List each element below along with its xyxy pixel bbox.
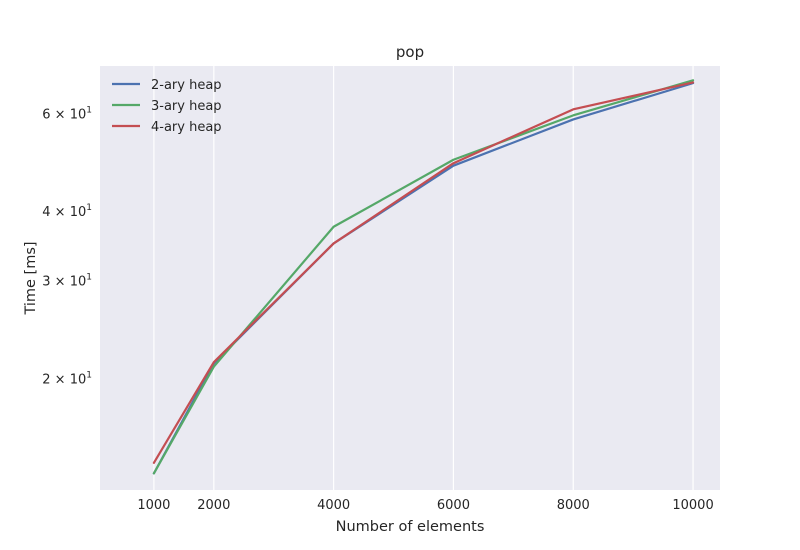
y-tick-label: 3 × 101 (42, 273, 92, 290)
x-tick-label: 1000 (137, 498, 170, 513)
x-axis: 1000 2000 4000 6000 8000 10000 (137, 498, 713, 513)
y-axis: 2 × 101 3 × 101 4 × 101 6 × 101 (42, 105, 92, 387)
series-line-2 (152, 79, 695, 475)
y-tick-label: 2 × 101 (42, 370, 92, 387)
legend-label: 2-ary heap (151, 78, 222, 93)
plot-area (100, 66, 720, 490)
y-tick-label: 4 × 101 (42, 203, 92, 220)
x-tick-label: 4000 (317, 498, 350, 513)
legend: 2-ary heap 3-ary heap 4-ary heap (112, 78, 222, 135)
legend-label: 4-ary heap (151, 120, 222, 135)
x-tick-label: 6000 (437, 498, 470, 513)
series-layer (152, 79, 695, 475)
x-tick-label: 8000 (557, 498, 590, 513)
x-tick-label: 2000 (197, 498, 230, 513)
x-tick-label: 10000 (672, 498, 713, 513)
chart-title: pop (396, 43, 424, 61)
legend-label: 3-ary heap (151, 99, 222, 114)
series-line-3 (152, 81, 695, 464)
y-axis-label: Time [ms] (23, 241, 39, 315)
y-tick-label: 6 × 101 (42, 105, 92, 122)
x-axis-label: Number of elements (336, 519, 485, 535)
grid-layer (153, 66, 694, 490)
